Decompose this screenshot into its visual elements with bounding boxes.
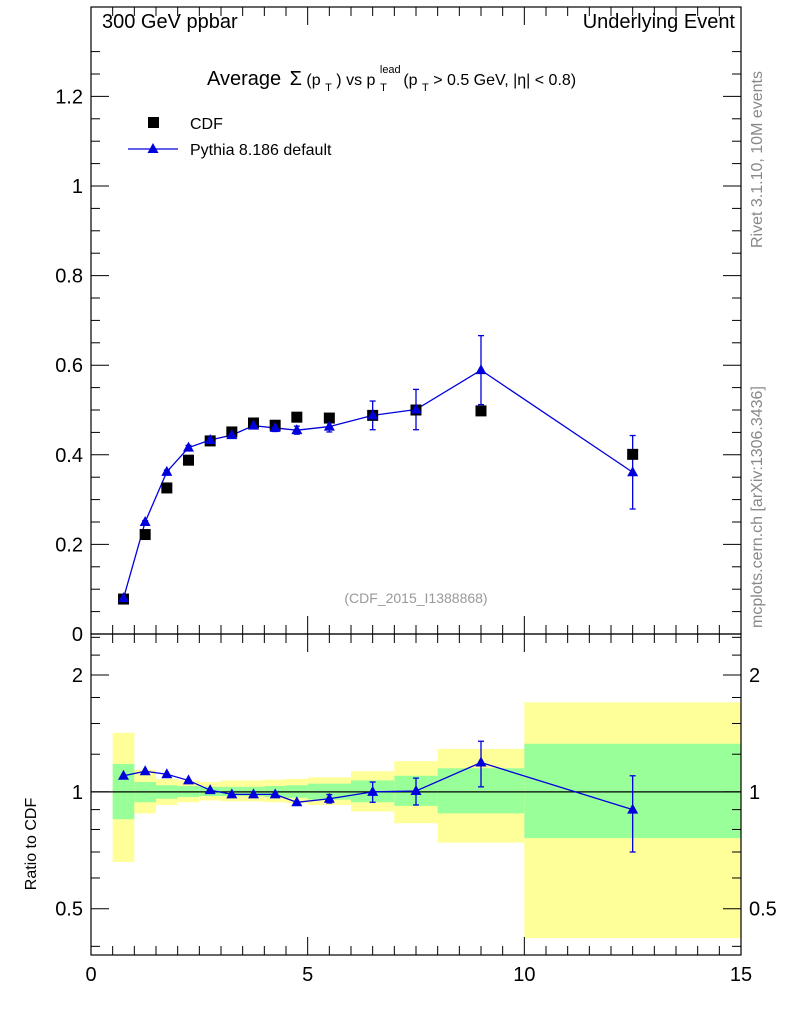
legend-marker-pythia <box>147 143 159 153</box>
y-tick-label: 1 <box>72 176 83 198</box>
pythia-point <box>226 429 238 440</box>
main-title: Average Σ (p T ) vs p lead T (p T > 0.5 … <box>207 60 576 95</box>
ratio-pythia-point <box>118 769 129 780</box>
pythia-point <box>291 424 303 435</box>
ratio-pythia-point <box>367 785 379 796</box>
x-tick-label: 15 <box>730 964 752 986</box>
main-axis-ticks: 0 0.2 0.4 0.6 0.8 1 1.2 <box>55 7 742 646</box>
ratio-pythia-point <box>248 788 259 799</box>
pythia-point <box>627 466 639 477</box>
cdf-point <box>291 411 303 423</box>
ratio-plot-marks <box>91 740 741 853</box>
y-tick-label: 0.2 <box>55 534 83 556</box>
reference-label: (CDF_2015_I1388868) <box>344 590 487 606</box>
ratio-pythia-point <box>139 765 151 776</box>
pythia-line <box>122 369 634 599</box>
ratio-frame <box>90 633 742 956</box>
ratio-pythia-point <box>410 785 422 796</box>
cdf-point <box>139 529 151 541</box>
ratio-y-tick-label-right: 1 <box>749 782 760 804</box>
x-tick-label: 0 <box>85 964 96 986</box>
header-right: Underlying Event <box>583 11 736 33</box>
pythia-point <box>248 419 259 430</box>
cdf-point <box>323 412 335 424</box>
x-tick-label: 5 <box>302 964 313 986</box>
pythia-point <box>183 441 194 452</box>
ratio-ylabel: Ratio to CDF <box>23 798 40 891</box>
ratio-y-tick-label-right: 2 <box>749 665 760 687</box>
legend-label-cdf: CDF <box>190 116 223 133</box>
legend-label-pythia: Pythia 8.186 default <box>190 142 332 159</box>
source-label: mcplots.cern.ch [arXiv:1306.3436] <box>749 386 766 628</box>
y-tick-label: 0.6 <box>55 355 83 377</box>
legend-marker-cdf <box>148 117 159 128</box>
ratio-pythia-point <box>475 756 487 767</box>
ratio-pythia-point <box>323 792 335 803</box>
ratio-y-tick-label-left: 1 <box>72 782 83 804</box>
main-frame <box>90 6 742 635</box>
main-plot-marks <box>118 334 639 605</box>
ratio-pythia-point <box>226 788 238 799</box>
ratio-pythia-point <box>183 774 194 785</box>
ratio-y-tick-label-left: 2 <box>72 665 83 687</box>
ratio-pythia-point <box>269 788 281 799</box>
ratio-pythia-point <box>204 784 216 795</box>
ratio-y-tick-label-left: 0.5 <box>55 899 83 921</box>
ratio-pythia-point <box>627 803 639 814</box>
pythia-point <box>323 420 335 431</box>
pythia-point <box>475 364 487 375</box>
y-tick-label: 0.8 <box>55 266 83 288</box>
pythia-point <box>118 592 129 603</box>
ratio-y-tick-label-right: 0.5 <box>749 899 777 921</box>
legend: CDF Pythia 8.186 default <box>128 116 332 159</box>
ratio-uncertainty-bands <box>112 702 741 939</box>
pythia-point <box>161 465 173 476</box>
pythia-point <box>204 434 216 445</box>
rivet-label: Rivet 3.1.10, 10M events <box>749 71 766 248</box>
header-left: 300 GeV ppbar <box>102 11 238 33</box>
ratio-pythia-point <box>161 768 173 779</box>
x-tick-label: 10 <box>513 964 535 986</box>
pythia-point <box>410 403 422 414</box>
cdf-point <box>183 454 194 466</box>
pythia-point <box>269 421 281 432</box>
cdf-point <box>161 482 173 494</box>
pythia-point <box>367 409 379 420</box>
pythia-point <box>139 516 151 526</box>
y-tick-label: 1.2 <box>55 86 83 108</box>
y-tick-label: 0.4 <box>55 445 83 467</box>
cdf-point <box>475 405 487 417</box>
y-tick-label: 0 <box>72 624 83 646</box>
ratio-pythia-point <box>291 796 303 807</box>
cdf-point <box>627 448 639 460</box>
